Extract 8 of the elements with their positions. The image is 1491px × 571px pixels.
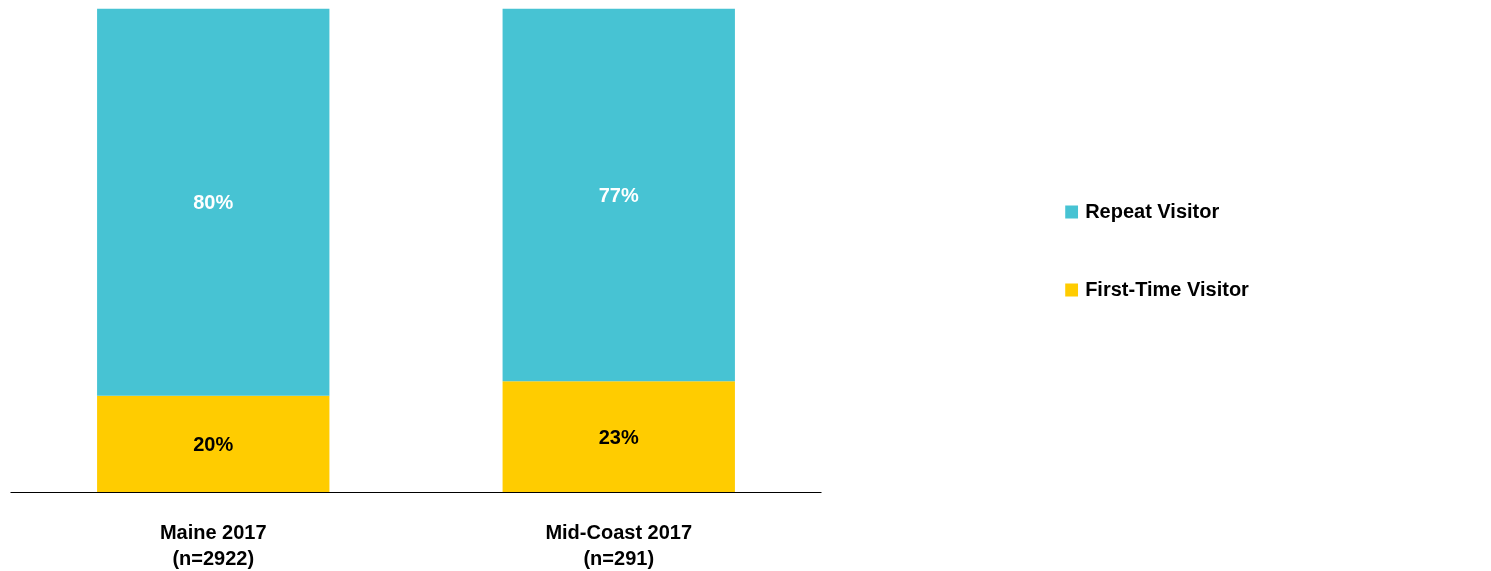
x-tick-label: Mid-Coast 2017 (n=291) (545, 520, 693, 569)
data-label: 80% (193, 191, 234, 214)
data-label: 20% (193, 433, 234, 456)
x-tick-label: Maine 2017 (n=2922) (159, 520, 267, 569)
legend-label: First-Time Visitor (1085, 277, 1249, 301)
data-label: 77% (598, 183, 639, 206)
data-label: 23% (598, 425, 639, 448)
legend-label: Repeat Visitor (1085, 199, 1220, 223)
